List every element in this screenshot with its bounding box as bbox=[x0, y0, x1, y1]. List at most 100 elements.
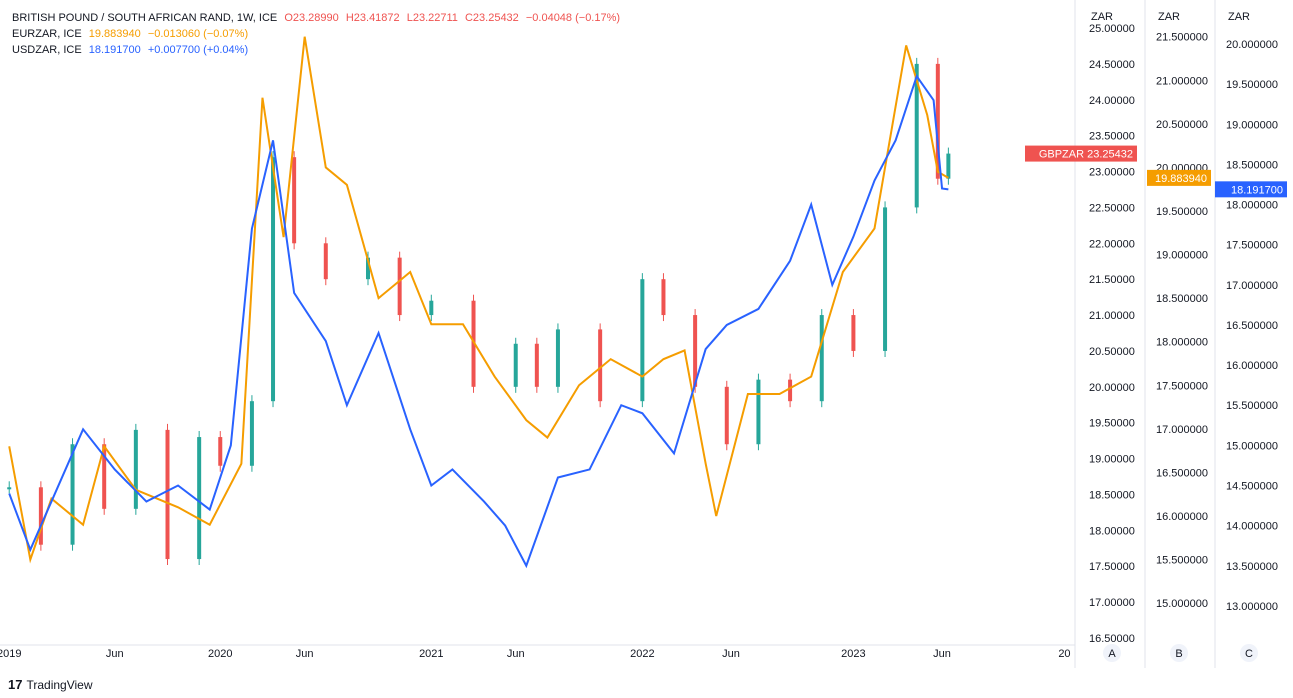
scale-tick-label: 17.500000 bbox=[1156, 380, 1208, 392]
scale-tick-label: 17.000000 bbox=[1156, 424, 1208, 436]
scale-badge-label: B bbox=[1175, 648, 1182, 660]
scale-tick-label: 22.50000 bbox=[1089, 202, 1135, 214]
scale-tick-label: 20.500000 bbox=[1156, 119, 1208, 131]
gbpzar-last-label: GBPZAR 23.25432 bbox=[1039, 149, 1133, 161]
scale-badge-label: A bbox=[1108, 648, 1116, 660]
legend-usdzar: USDZAR, ICE 18.191700 +0.007700 (+0.04%) bbox=[12, 42, 624, 58]
gbpzar-candle bbox=[946, 153, 951, 179]
gbpzar-candle bbox=[70, 444, 75, 545]
legend-usdzar-name: USDZAR, ICE bbox=[12, 44, 82, 56]
scale-tick-label: 19.500000 bbox=[1226, 79, 1278, 91]
eurzar-line bbox=[8, 36, 949, 564]
scale-tick-label: 16.50000 bbox=[1089, 633, 1135, 645]
legend-usdzar-last: 18.191700 bbox=[88, 44, 141, 56]
usdzar-last-label: 18.191700 bbox=[1231, 184, 1283, 196]
scale-badge-c[interactable] bbox=[1240, 644, 1258, 662]
legend-gbpzar-change: −0.04048 (−0.17%) bbox=[525, 12, 621, 24]
gbpzar-candle bbox=[271, 157, 276, 402]
gbpzar-candle bbox=[534, 343, 539, 387]
gbpzar-candle bbox=[429, 300, 434, 316]
legend-gbpzar: BRITISH POUND / SOUTH AFRICAN RAND, 1W, … bbox=[12, 10, 624, 26]
scale-tick-label: 18.500000 bbox=[1226, 159, 1278, 171]
scale-tick-label: 21.000000 bbox=[1156, 75, 1208, 87]
scale-tick-label: 16.500000 bbox=[1226, 320, 1278, 332]
gbpzar-candle bbox=[7, 487, 12, 490]
gbpzar-candle bbox=[513, 343, 518, 387]
scale-tick-label: 25.00000 bbox=[1089, 23, 1135, 35]
gbpzar-candle bbox=[819, 315, 824, 402]
scale-tick-label: 15.000000 bbox=[1226, 440, 1278, 452]
gbpzar-candle bbox=[756, 379, 761, 445]
scale-tick-label: 15.500000 bbox=[1156, 555, 1208, 567]
gbpzar-last-label-bg bbox=[1025, 145, 1137, 162]
time-axis-label: Jun bbox=[933, 648, 951, 660]
legend-eurzar-change: −0.013060 (−0.07%) bbox=[147, 28, 249, 40]
gbpzar-candle bbox=[197, 437, 202, 560]
footer: 17 TradingView bbox=[8, 677, 93, 692]
gbpzar-candle bbox=[640, 279, 645, 402]
eurzar-last-label-bg bbox=[1147, 169, 1211, 186]
legend-eurzar-last: 19.883940 bbox=[88, 28, 141, 40]
gbpzar-candle bbox=[661, 279, 666, 316]
scale-tick-label: 19.500000 bbox=[1156, 206, 1208, 218]
gbpzar-candle bbox=[935, 63, 940, 179]
scale-tick-label: 18.000000 bbox=[1226, 200, 1278, 212]
scale-tick-label: 13.500000 bbox=[1226, 561, 1278, 573]
time-axis-label: 2019 bbox=[0, 648, 21, 660]
time-axis-label: 2020 bbox=[208, 648, 232, 660]
scale-tick-label: 22.00000 bbox=[1089, 238, 1135, 250]
scale-tick-label: 21.50000 bbox=[1089, 274, 1135, 286]
time-axis-label: Jun bbox=[722, 648, 740, 660]
legend-eurzar-name: EURZAR, ICE bbox=[12, 28, 82, 40]
scale-tick-label: 18.500000 bbox=[1156, 293, 1208, 305]
scale-tick-label: 14.500000 bbox=[1226, 481, 1278, 493]
scale-badge-a[interactable] bbox=[1103, 644, 1121, 662]
usdzar-line bbox=[8, 73, 949, 569]
gbpzar-candle bbox=[397, 257, 402, 316]
scale-tick-label: 18.50000 bbox=[1089, 489, 1135, 501]
scale-tick-label: 18.00000 bbox=[1089, 525, 1135, 537]
gbpzar-candle bbox=[133, 429, 138, 509]
scale-tick-label: 20.00000 bbox=[1089, 382, 1135, 394]
scale-title-b: ZAR bbox=[1158, 11, 1180, 23]
scale-tick-label: 16.000000 bbox=[1226, 360, 1278, 372]
gbpzar-candle bbox=[323, 243, 328, 280]
gbpzar-candle bbox=[249, 401, 254, 466]
scale-tick-label: 23.50000 bbox=[1089, 131, 1135, 143]
scale-tick-label: 17.000000 bbox=[1226, 280, 1278, 292]
scale-tick-label: 19.000000 bbox=[1226, 119, 1278, 131]
gbpzar-candle bbox=[788, 379, 793, 402]
gbpzar-candle bbox=[218, 437, 223, 466]
legend-gbpzar-high: H23.41872 bbox=[345, 12, 400, 24]
scale-tick-label: 17.50000 bbox=[1089, 561, 1135, 573]
legend-gbpzar-name: BRITISH POUND / SOUTH AFRICAN RAND, 1W, … bbox=[12, 12, 278, 24]
scale-tick-label: 19.000000 bbox=[1156, 250, 1208, 262]
gbpzar-candle bbox=[102, 444, 107, 509]
scale-tick-label: 16.000000 bbox=[1156, 511, 1208, 523]
time-axis-label: 20 bbox=[1058, 648, 1070, 660]
scale-tick-label: 21.500000 bbox=[1156, 32, 1208, 44]
time-axis-label: Jun bbox=[507, 648, 525, 660]
scale-tick-label: 18.000000 bbox=[1156, 337, 1208, 349]
time-axis-label: 2023 bbox=[841, 648, 865, 660]
scale-tick-label: 16.500000 bbox=[1156, 467, 1208, 479]
gbpzar-candle bbox=[724, 386, 729, 445]
scale-tick-label: 24.50000 bbox=[1089, 59, 1135, 71]
scale-tick-label: 23.00000 bbox=[1089, 167, 1135, 179]
legend-usdzar-change: +0.007700 (+0.04%) bbox=[147, 44, 249, 56]
gbpzar-candle bbox=[555, 329, 560, 387]
gbpzar-candle bbox=[598, 329, 603, 402]
legend: BRITISH POUND / SOUTH AFRICAN RAND, 1W, … bbox=[12, 10, 624, 58]
gbpzar-candle bbox=[38, 487, 43, 545]
gbpzar-candle bbox=[851, 315, 856, 351]
scale-tick-label: 19.00000 bbox=[1089, 454, 1135, 466]
scale-badge-b[interactable] bbox=[1170, 644, 1188, 662]
time-axis-label: Jun bbox=[296, 648, 314, 660]
gbpzar-candle bbox=[883, 207, 888, 351]
legend-eurzar: EURZAR, ICE 19.883940 −0.013060 (−0.07%) bbox=[12, 26, 624, 42]
usdzar-last-label-bg bbox=[1215, 181, 1287, 198]
eurzar-last-label: 19.883940 bbox=[1155, 173, 1207, 185]
legend-gbpzar-low: L23.22711 bbox=[406, 12, 458, 24]
legend-gbpzar-close: C23.25432 bbox=[464, 12, 519, 24]
